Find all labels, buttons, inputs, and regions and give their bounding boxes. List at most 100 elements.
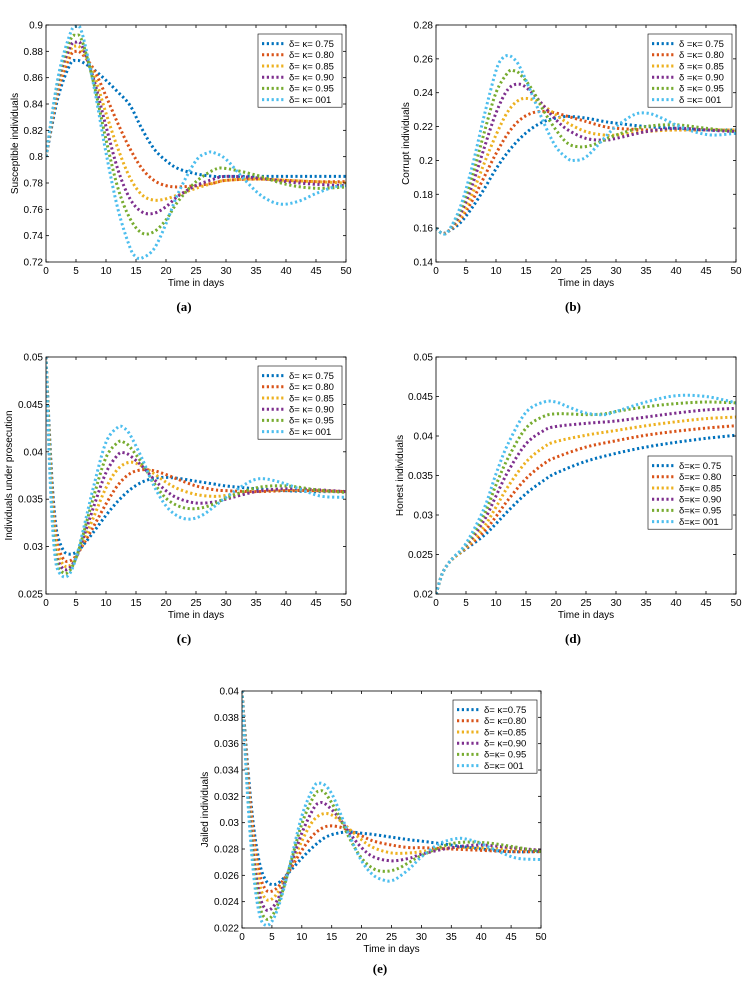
- x-tick-label: 45: [310, 598, 322, 609]
- series-line-1: [242, 691, 541, 887]
- y-axis-label: Individuals under prosecution: [4, 410, 15, 540]
- panel-label: (d): [565, 631, 581, 646]
- series-line-5: [436, 400, 736, 594]
- x-tick-label: 50: [340, 266, 352, 277]
- legend-entry-3: δ= κ= 0.85: [289, 393, 334, 404]
- y-tick-label: 0.78: [24, 179, 44, 190]
- y-tick-label: 0.035: [408, 471, 433, 482]
- x-tick-label: 5: [463, 266, 469, 277]
- legend-box: [452, 699, 538, 774]
- y-tick-label: 0.025: [18, 590, 43, 601]
- x-tick-label: 20: [356, 932, 368, 943]
- legend-entry-3: δ= κ= 0.85: [289, 61, 334, 72]
- legend: δ= κ= 0.75δ= κ= 0.80δ= κ= 0.85δ= κ= 0.90…: [257, 33, 343, 108]
- legend: δ=κ= 0.75δ=κ= 0.80δ=κ= 0.85δ=κ= 0.90δ=κ=…: [647, 455, 733, 530]
- x-tick-label: 45: [310, 266, 322, 277]
- y-tick-label: 0.8: [29, 152, 43, 163]
- series-line-5: [436, 68, 736, 236]
- x-tick-label: 0: [239, 932, 245, 943]
- x-tick-label: 40: [476, 932, 488, 943]
- x-tick-label: 45: [700, 598, 712, 609]
- series-group: [46, 357, 346, 579]
- x-tick-label: 40: [280, 598, 292, 609]
- legend-entry-1: δ =κ= 0.75: [679, 39, 724, 50]
- x-tick-label: 10: [100, 266, 112, 277]
- x-axis-label: Time in days: [168, 278, 224, 289]
- y-tick-label: 0.03: [24, 542, 44, 553]
- y-tick-label: 0.024: [214, 897, 239, 908]
- legend-entry-3: δ=κ= 0.85: [679, 483, 721, 494]
- y-tick-label: 0.16: [414, 224, 434, 235]
- panel-label: (c): [177, 631, 191, 646]
- y-tick-label: 0.86: [24, 73, 44, 84]
- series-group: [436, 53, 736, 236]
- x-tick-label: 20: [160, 598, 172, 609]
- legend-entry-4: δ= κ= 0.90: [289, 405, 334, 416]
- legend-entry-5: δ=κ= 0.95: [484, 750, 526, 761]
- y-tick-label: 0.045: [18, 400, 43, 411]
- legend-entry-5: δ= κ= 0.95: [289, 416, 334, 427]
- x-axis-label: Time in days: [558, 610, 614, 621]
- legend-entry-1: δ= κ= 0.75: [289, 39, 334, 50]
- y-axis-label: Corrupt individuals: [401, 102, 412, 185]
- legend-entry-1: δ= κ= 0.75: [289, 371, 334, 382]
- legend-entry-2: δ= κ= 0.80: [289, 382, 334, 393]
- y-tick-label: 0.025: [408, 550, 433, 561]
- x-tick-label: 35: [640, 266, 652, 277]
- y-tick-label: 0.035: [18, 495, 43, 506]
- legend-entry-6: δ=κ= 001: [679, 517, 719, 528]
- legend-box: [257, 33, 343, 108]
- legend-entry-6: δ =κ= 001: [679, 95, 721, 106]
- x-tick-label: 15: [130, 598, 142, 609]
- y-tick-label: 0.2: [419, 156, 433, 167]
- x-tick-label: 15: [326, 932, 338, 943]
- series-line-6: [46, 357, 346, 579]
- series-line-1: [436, 114, 736, 235]
- x-tick-label: 25: [190, 598, 202, 609]
- x-tick-label: 10: [490, 266, 502, 277]
- series-line-4: [46, 40, 346, 216]
- legend-entry-6: δ=κ= 001: [484, 761, 524, 772]
- x-tick-label: 30: [610, 266, 622, 277]
- y-tick-label: 0.82: [24, 126, 44, 137]
- legend-entry-2: δ=κ= 0.80: [679, 472, 721, 483]
- x-tick-label: 0: [433, 266, 439, 277]
- legend-entry-6: δ= κ= 001: [289, 95, 331, 106]
- chart-panel-e: 0 5 10 15 20 25 30 35 40 45 50 0.022 0.024 0.026 0.028…: [200, 687, 547, 977]
- series-line-1: [46, 58, 346, 179]
- x-axis-label: Time in days: [558, 278, 614, 289]
- panel-label: (b): [565, 299, 581, 314]
- legend-entry-5: δ=κ= 0.95: [679, 506, 721, 517]
- legend: δ= κ= 0.75δ= κ= 0.80δ= κ= 0.85δ= κ= 0.90…: [257, 365, 343, 440]
- legend-box: [647, 455, 733, 530]
- legend-entry-4: δ =κ= 0.90: [679, 73, 724, 84]
- x-tick-label: 30: [220, 598, 232, 609]
- series-line-6: [436, 393, 736, 594]
- legend-entry-3: δ= κ=0.85: [484, 727, 526, 738]
- chart-panel-d: 0 5 10 15 20 25 30 35 40 45 50 0.02 0.025 0.03 0.035 0.…: [395, 353, 742, 647]
- x-tick-label: 5: [73, 598, 79, 609]
- x-tick-label: 35: [250, 266, 262, 277]
- x-tick-label: 10: [490, 598, 502, 609]
- legend-entry-1: δ= κ=0.75: [484, 705, 526, 716]
- legend-box: [257, 365, 343, 440]
- x-tick-label: 25: [386, 932, 398, 943]
- y-tick-label: 0.036: [214, 739, 239, 750]
- x-tick-label: 25: [580, 266, 592, 277]
- x-tick-label: 0: [43, 598, 49, 609]
- y-tick-label: 0.05: [414, 353, 434, 364]
- legend-entry-2: δ =κ= 0.80: [679, 50, 724, 61]
- y-axis-label: Susceptible individuals: [10, 93, 21, 194]
- legend: δ= κ=0.75δ= κ=0.80δ= κ=0.85δ= κ=0.90δ=κ=…: [452, 699, 538, 774]
- x-tick-label: 40: [280, 266, 292, 277]
- x-tick-label: 30: [610, 598, 622, 609]
- x-tick-label: 15: [520, 598, 532, 609]
- x-tick-label: 20: [550, 598, 562, 609]
- x-tick-label: 30: [416, 932, 428, 943]
- series-line-3: [242, 691, 541, 902]
- x-tick-label: 15: [520, 266, 532, 277]
- y-tick-label: 0.76: [24, 205, 44, 216]
- legend: δ =κ= 0.75δ =κ= 0.80δ =κ= 0.85δ =κ= 0.90…: [647, 33, 733, 108]
- x-tick-label: 10: [296, 932, 308, 943]
